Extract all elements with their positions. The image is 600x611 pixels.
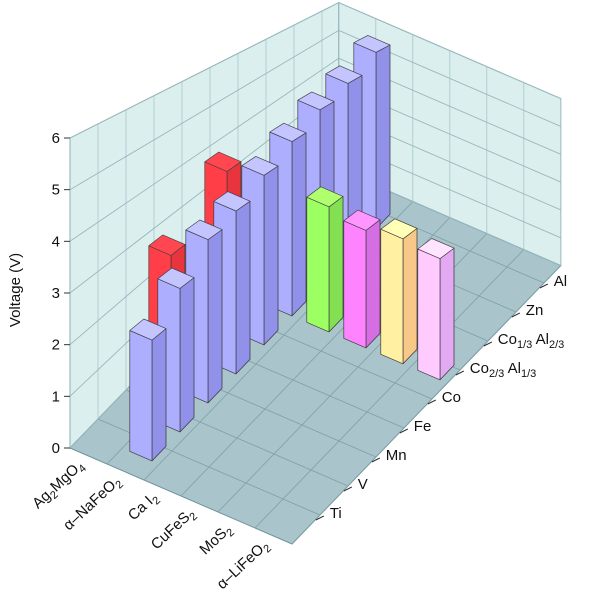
depth-tick	[399, 428, 409, 434]
bar-top	[325, 65, 363, 84]
depth-tick	[511, 312, 521, 318]
y-axis-title: Voltage (V)	[7, 253, 24, 327]
bar-top	[148, 234, 186, 256]
depth-tick-label-part: Al	[504, 360, 521, 377]
x-tick-label: CuFeS2	[148, 505, 200, 556]
bar-top	[306, 186, 344, 208]
depth-tick	[539, 283, 549, 289]
y-tick-label: 6	[52, 130, 60, 147]
depth-tick-label-subscript: 1/3	[517, 339, 532, 351]
bar-side	[439, 247, 455, 381]
depth-tick	[315, 515, 325, 521]
bar-front	[129, 330, 153, 462]
bar-front	[380, 228, 404, 365]
depth-tick-label-part: Al	[532, 331, 549, 348]
depth-tick-label: Co2/3 Al1/3	[470, 360, 536, 380]
bar-side	[207, 229, 223, 404]
depth-tick-label-part: Fe	[414, 418, 432, 435]
depth-tick-label-part: Mn	[386, 447, 407, 464]
depth-tick-label: Co1/3 Al2/3	[498, 331, 564, 351]
depth-tick-label-subscript: 2/3	[549, 339, 564, 351]
bar-side	[291, 132, 307, 317]
depth-tick-label: Mn	[386, 447, 407, 464]
floor-grid-line	[291, 265, 562, 545]
depth-tick	[483, 341, 493, 347]
y-tick-label: 1	[52, 388, 60, 405]
depth-tick-label-part: Co	[442, 389, 461, 406]
depth-tick-label: Ti	[330, 505, 342, 522]
depth-tick-label-part: Co	[498, 331, 517, 348]
depth-tick-label: V	[358, 476, 368, 493]
bar-top	[185, 219, 223, 240]
depth-tick-label-part: Ti	[330, 505, 342, 522]
y-tick-label: 2	[52, 337, 60, 354]
grid-line	[69, 57, 561, 242]
depth-tick-label: Co	[442, 389, 461, 406]
bar-top	[213, 191, 251, 212]
bar-side	[402, 228, 418, 365]
bar-side	[263, 165, 279, 346]
x-tick-label: MoS2	[196, 521, 237, 561]
bar-front	[306, 196, 330, 333]
x-tick-label-part: α–LiFeO	[214, 541, 268, 593]
x-tick-label: α–LiFeO2	[214, 537, 274, 595]
x-tick-label-part: CuFeS	[148, 509, 194, 553]
y-tick-label: 4	[52, 233, 60, 250]
x-tick-label: Ca I2	[125, 489, 163, 527]
y-tick-label: 0	[52, 440, 60, 457]
bar-top	[269, 122, 307, 142]
bar-top	[417, 238, 455, 259]
depth-tick	[371, 457, 381, 463]
depth-tick-label: Al	[554, 273, 567, 290]
bar-top	[204, 151, 242, 172]
depth-tick-label-subscript: 1/3	[521, 368, 536, 380]
bar-top	[380, 218, 418, 240]
depth-tick	[343, 486, 353, 492]
bar-top	[343, 209, 381, 231]
bar-side	[375, 44, 391, 230]
bar-top	[241, 156, 279, 176]
y-tick-label: 5	[52, 182, 60, 199]
depth-tick	[427, 399, 437, 405]
depth-tick-label: Zn	[526, 302, 544, 319]
grid-line	[69, 29, 561, 191]
bar-side	[151, 328, 167, 462]
bar-side	[328, 196, 344, 333]
depth-tick-label: Fe	[414, 418, 432, 435]
depth-tick-label-subscript: 2/3	[489, 368, 504, 380]
bar-side	[235, 200, 251, 375]
grid-line	[69, 2, 561, 139]
y-tick-label: 3	[52, 285, 60, 302]
bar-side	[179, 277, 195, 433]
bar-side	[365, 219, 381, 349]
bar-top	[129, 318, 167, 341]
depth-tick	[455, 370, 465, 376]
bar-top	[157, 267, 195, 289]
floor-grid-line	[254, 249, 525, 529]
depth-tick-label-part: Zn	[526, 302, 544, 319]
bar-top	[297, 91, 335, 111]
bar-top	[353, 35, 391, 53]
bar-front	[343, 220, 367, 349]
bar-front	[417, 248, 441, 381]
depth-tick-label-part: Co	[470, 360, 489, 377]
depth-tick-label-part: Al	[554, 273, 567, 290]
depth-tick-label-part: V	[358, 476, 368, 493]
